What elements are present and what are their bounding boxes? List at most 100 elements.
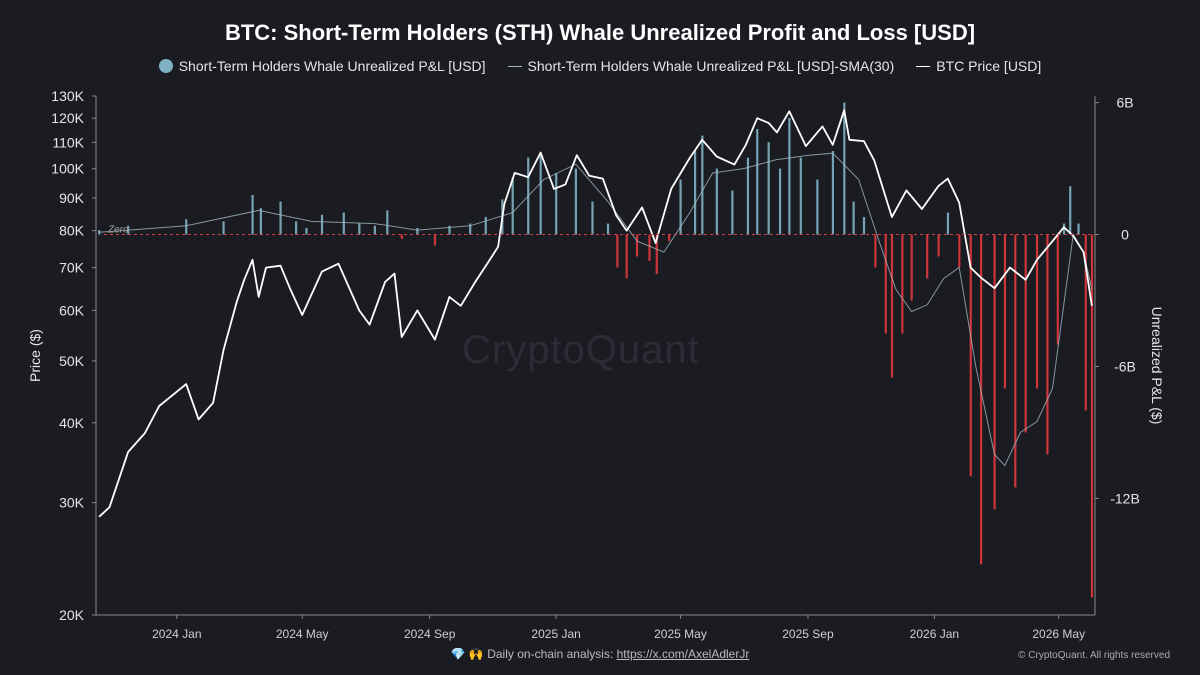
pnl-bar	[648, 234, 651, 261]
pnl-bar	[305, 227, 308, 235]
x-tick-label: 2026 Jan	[910, 627, 959, 641]
pnl-bar	[342, 212, 345, 235]
pnl-bar	[852, 201, 855, 235]
pnl-bar	[937, 234, 940, 257]
pnl-bar	[910, 234, 913, 301]
btc-price-line	[98, 109, 1093, 518]
pnl-bars	[98, 102, 1094, 598]
left-tick-label: 20K	[59, 607, 85, 623]
pnl-bar	[511, 177, 514, 235]
left-tick-label: 110K	[52, 134, 84, 150]
footer-text: Daily on-chain analysis:	[487, 647, 614, 661]
pnl-bar	[862, 216, 866, 235]
legend-line-icon	[507, 65, 522, 67]
pnl-bar	[616, 234, 619, 268]
pnl-bar	[958, 234, 961, 268]
pnl-bar	[1056, 234, 1059, 345]
pnl-bar	[679, 179, 682, 235]
legend-item-price[interactable]: BTC Price [USD]	[916, 58, 1041, 74]
legend-line-icon	[916, 65, 931, 67]
x-tick-label: 2025 Sep	[782, 627, 834, 641]
pnl-bar	[484, 216, 487, 235]
legend-item-pnl[interactable]: Short-Term Holders Whale Unrealized P&L …	[158, 58, 486, 74]
pnl-bar	[946, 212, 950, 235]
left-tick-label: 90K	[59, 190, 85, 206]
pnl-bar	[816, 179, 819, 235]
pnl-bar	[731, 190, 734, 235]
right-axis-title: Unrealized P&L ($)	[1149, 307, 1165, 425]
pnl-bar	[655, 234, 658, 275]
pnl-bar	[1090, 234, 1094, 598]
left-tick-label: 70K	[59, 260, 85, 276]
pnl-bar	[373, 225, 376, 235]
legend-label-price: BTC Price [USD]	[936, 58, 1042, 74]
pnl-bar	[980, 234, 983, 565]
footer-link[interactable]: https://x.com/AxelAdlerJr	[616, 647, 750, 661]
x-tick-label: 2026 May	[1032, 627, 1085, 641]
pnl-bar	[574, 168, 578, 235]
pnl-bar	[884, 234, 887, 334]
left-tick-label: 40K	[59, 415, 85, 431]
pnl-bar	[1014, 234, 1017, 488]
pnl-bar	[701, 135, 704, 235]
pnl-bar	[279, 201, 282, 235]
pnl-bar	[874, 234, 877, 268]
pnl-bar	[715, 168, 718, 235]
pnl-bar	[259, 208, 262, 235]
pnl-bar	[993, 234, 996, 510]
pnl-bar	[591, 201, 594, 235]
pnl-bar	[469, 223, 472, 235]
pnl-bar	[890, 234, 894, 378]
pnl-bar	[767, 142, 770, 235]
pnl-bar	[1077, 223, 1080, 235]
pnl-bar	[901, 234, 904, 334]
x-tick-label: 2025 May	[654, 627, 707, 641]
pnl-bar	[1046, 234, 1049, 455]
chart-title: BTC: Short-Term Holders (STH) Whale Unre…	[224, 20, 976, 45]
pnl-bar	[1024, 234, 1027, 433]
left-tick-label: 130K	[51, 88, 84, 104]
zero-label: Zero	[107, 225, 129, 236]
x-tick-label: 2024 Jan	[152, 627, 201, 641]
pnl-bar	[831, 150, 835, 235]
pnl-bar	[926, 234, 929, 279]
pnl-bar	[799, 157, 802, 235]
chart-axes: 20K 30K 40K 50K 60K 70K 80K 90K 100K 110K 120K 130K…	[27, 88, 1165, 641]
right-tick-label: -12B	[1110, 490, 1140, 506]
pnl-bar	[969, 234, 972, 477]
pnl-bar	[1069, 186, 1072, 235]
copyright: © CryptoQuant. All rights reserved	[1018, 650, 1170, 661]
pnl-bar	[1062, 223, 1066, 235]
right-tick-label: 6B	[1116, 95, 1133, 111]
pnl-bar	[251, 194, 254, 235]
pnl-bar	[320, 214, 324, 235]
pnl-bar	[539, 155, 542, 235]
x-tick-label: 2025 Jan	[531, 627, 580, 641]
legend-label-pnl: Short-Term Holders Whale Unrealized P&L …	[178, 58, 486, 74]
left-axis-title: Price ($)	[27, 329, 43, 382]
pnl-bar	[358, 223, 361, 235]
pnl-bar	[555, 172, 558, 235]
right-tick-label: -6B	[1114, 358, 1136, 374]
pnl-bar	[1003, 234, 1007, 389]
left-tick-label: 120K	[51, 110, 84, 126]
pnl-bar	[756, 128, 759, 235]
pnl-bar	[386, 210, 389, 235]
legend-label-sma: Short-Term Holders Whale Unrealized P&L …	[527, 58, 895, 74]
left-tick-label: 100K	[51, 161, 84, 177]
pnl-bar	[185, 219, 188, 235]
pnl-bar	[746, 157, 750, 235]
left-tick-label: 80K	[59, 223, 85, 239]
left-tick-label: 50K	[59, 353, 85, 369]
legend-dot-icon	[158, 59, 173, 73]
pnl-bar	[448, 225, 451, 235]
pnl-bar	[433, 234, 437, 246]
pnl-sma-line	[99, 152, 1093, 467]
pnl-bar	[843, 102, 846, 235]
diamond-hands-icon: 💎 🙌	[450, 647, 484, 661]
watermark: CryptoQuant	[462, 328, 700, 372]
legend-item-sma[interactable]: Short-Term Holders Whale Unrealized P&L …	[507, 58, 895, 74]
pnl-bar	[606, 223, 610, 235]
left-tick-label: 30K	[59, 495, 85, 511]
